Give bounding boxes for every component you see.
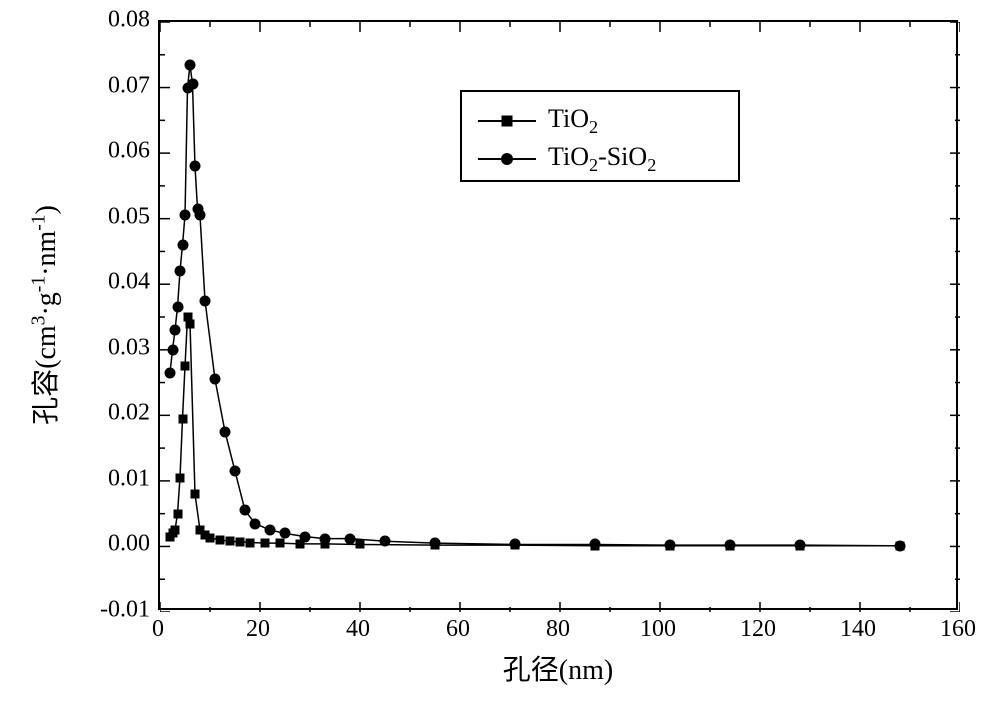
marker-circle xyxy=(725,540,736,551)
x-tick-label: 0 xyxy=(152,616,164,643)
x-tick-label: 160 xyxy=(940,616,976,643)
marker-circle xyxy=(265,525,276,536)
marker-square xyxy=(171,526,180,535)
y-tick-label: 0.07 xyxy=(108,72,150,99)
marker-circle xyxy=(510,539,521,550)
marker-square xyxy=(191,490,200,499)
marker-square xyxy=(356,540,365,549)
x-axis-label: 孔径(nm) xyxy=(503,648,613,688)
marker-circle xyxy=(200,295,211,306)
y-tick-label: -0.01 xyxy=(100,597,150,624)
y-axis-label: 孔容(cm3·g-1·nm-1) xyxy=(24,205,64,425)
marker-circle xyxy=(250,518,261,529)
marker-circle xyxy=(170,325,181,336)
marker-circle xyxy=(280,528,291,539)
marker-square xyxy=(236,537,245,546)
marker-square xyxy=(173,509,182,518)
x-tick-label: 80 xyxy=(546,616,570,643)
marker-circle xyxy=(665,540,676,551)
marker-circle xyxy=(180,210,191,221)
marker-circle xyxy=(175,266,186,277)
marker-square xyxy=(276,539,285,548)
marker-square xyxy=(176,473,185,482)
legend-swatch-tio2-sio2 xyxy=(478,152,536,166)
y-tick-label: 0.08 xyxy=(108,7,150,34)
marker-circle xyxy=(185,59,196,70)
y-tick-label: 0.05 xyxy=(108,203,150,230)
x-tick-label: 60 xyxy=(446,616,470,643)
marker-square xyxy=(178,414,187,423)
y-tick-label: 0.02 xyxy=(108,400,150,427)
marker-circle xyxy=(895,540,906,551)
legend-label-tio2-sio2: TiO2-SiO2 xyxy=(548,142,656,176)
y-tick-label: 0.03 xyxy=(108,334,150,361)
marker-circle xyxy=(187,79,198,90)
marker-square xyxy=(206,533,215,542)
marker-square xyxy=(181,362,190,371)
marker-square xyxy=(216,535,225,544)
marker-circle xyxy=(210,374,221,385)
marker-circle xyxy=(195,210,206,221)
y-tick-label: 0.01 xyxy=(108,465,150,492)
legend: TiO2 TiO2-SiO2 xyxy=(460,90,740,182)
marker-circle xyxy=(220,426,231,437)
marker-circle xyxy=(240,505,251,516)
y-tick-label: 0.06 xyxy=(108,138,150,165)
x-tick-label: 120 xyxy=(740,616,776,643)
marker-circle xyxy=(320,533,331,544)
marker-circle xyxy=(165,367,176,378)
marker-circle xyxy=(177,239,188,250)
marker-circle xyxy=(172,302,183,313)
legend-swatch-tio2 xyxy=(478,114,536,128)
marker-circle xyxy=(380,536,391,547)
marker-circle xyxy=(190,161,201,172)
marker-square xyxy=(226,537,235,546)
y-tick-label: 0.00 xyxy=(108,531,150,558)
marker-circle xyxy=(345,533,356,544)
marker-circle xyxy=(590,539,601,550)
x-tick-label: 100 xyxy=(640,616,676,643)
marker-square xyxy=(246,538,255,547)
marker-square xyxy=(186,319,195,328)
y-tick-label: 0.04 xyxy=(108,269,150,296)
marker-circle xyxy=(167,344,178,355)
marker-square xyxy=(261,539,270,548)
marker-circle xyxy=(430,538,441,549)
x-tick-label: 20 xyxy=(246,616,270,643)
marker-circle xyxy=(230,466,241,477)
legend-item-tio2-sio2: TiO2-SiO2 xyxy=(478,140,722,178)
x-tick-label: 140 xyxy=(840,616,876,643)
legend-item-tio2: TiO2 xyxy=(478,102,722,140)
legend-label-tio2: TiO2 xyxy=(548,104,598,138)
x-tick-label: 40 xyxy=(346,616,370,643)
marker-circle xyxy=(795,540,806,551)
marker-circle xyxy=(300,531,311,542)
